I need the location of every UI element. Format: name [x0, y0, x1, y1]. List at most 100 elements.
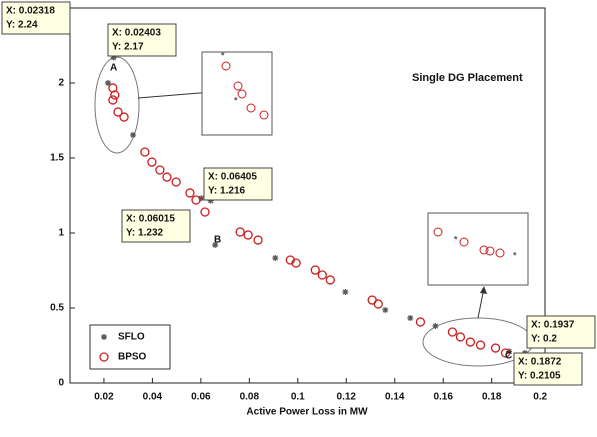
point — [235, 227, 245, 237]
y-tick-label: 1 — [58, 228, 64, 239]
data-tip-box — [513, 352, 583, 386]
zoom-ellipse — [94, 56, 140, 154]
point — [140, 147, 150, 157]
arrow-head — [480, 286, 487, 294]
inset: * * — [201, 50, 273, 136]
series — [108, 83, 511, 358]
data-tip-text: Y: 1.232 — [126, 228, 163, 239]
svg-text:*: * — [234, 95, 238, 105]
svg-text:*: * — [221, 50, 225, 60]
point — [147, 157, 157, 167]
legend-marker — [101, 334, 107, 340]
point — [105, 80, 112, 86]
x-tick-label: 0.12 — [337, 392, 357, 403]
data-tip-text: X: 0.1872 — [518, 357, 562, 368]
data-tip-text: Y: 0.2105 — [518, 371, 561, 382]
inset: * * — [427, 212, 529, 286]
point — [200, 207, 210, 217]
point — [198, 195, 205, 202]
label: B — [214, 235, 221, 246]
data-tip-box — [1, 1, 71, 35]
point — [155, 165, 165, 175]
point — [207, 197, 214, 204]
point — [500, 348, 511, 358]
data-tip: X: 0.06405 Y: 1.216 — [203, 167, 273, 201]
data-tip-text: X: 0.02318 — [6, 6, 55, 17]
point — [110, 90, 120, 100]
point — [162, 172, 172, 182]
data-tip-text: X: 0.06015 — [126, 214, 175, 225]
point — [272, 255, 279, 262]
point — [432, 323, 439, 329]
label: A — [110, 63, 117, 74]
x-tick-label: 0.04 — [143, 392, 163, 403]
series — [105, 44, 528, 356]
legend-marker — [99, 352, 109, 362]
legend-label: SFLO — [118, 332, 145, 343]
data-tip: X: 0.06015 Y: 1.232 — [121, 209, 191, 243]
plot-frame — [69, 7, 546, 384]
legend: SFLO BPSO — [89, 324, 171, 370]
point — [455, 332, 466, 342]
data-tip-box — [203, 167, 273, 201]
point — [171, 177, 181, 187]
point — [373, 299, 383, 309]
point — [108, 95, 118, 105]
data-tip: X: 0.02318 Y: 2.24 — [1, 1, 71, 35]
data-tip: X: 0.02403 Y: 2.17 — [107, 23, 177, 57]
x-tick-label: 0.2 — [533, 392, 547, 403]
point — [291, 258, 301, 268]
point — [447, 327, 458, 337]
x-tick-label: 0.14 — [385, 392, 405, 403]
point — [253, 235, 263, 245]
data-tip-text: Y: 1.216 — [208, 186, 245, 197]
point — [475, 340, 486, 350]
label: Single DG Placement — [412, 72, 523, 84]
data-tip: X: 0.1937 Y: 0.2 — [526, 315, 596, 349]
point — [382, 306, 389, 313]
point — [310, 265, 320, 275]
legend-label: BPSO — [118, 352, 147, 363]
point — [185, 188, 195, 198]
legend-box — [89, 324, 171, 370]
x-axis-label: Active Power Loss in MW — [246, 407, 368, 418]
x-tick-label: 0.16 — [433, 392, 453, 403]
point — [212, 242, 219, 248]
point — [465, 337, 476, 347]
point — [415, 317, 426, 327]
x-tick-label: 0.02 — [94, 392, 114, 403]
x-tick-label: 0.18 — [482, 392, 502, 403]
data-tip-text: X: 0.02403 — [112, 28, 161, 39]
data-tip-text: X: 0.06405 — [208, 172, 257, 183]
data-tip-text: X: 0.1937 — [531, 320, 575, 331]
x-tick-label: 0.06 — [191, 392, 211, 403]
y-tick-label: 1.5 — [50, 153, 64, 164]
point — [119, 112, 129, 122]
point — [342, 288, 349, 295]
y-tick-label: 2 — [58, 78, 64, 89]
data-tip-text: Y: 0.2 — [531, 334, 557, 345]
label: C — [505, 351, 512, 362]
svg-text:*: * — [454, 234, 458, 244]
point — [191, 195, 201, 205]
data-tip-text: Y: 2.17 — [112, 42, 144, 53]
point — [110, 54, 117, 61]
data-tip-box — [121, 209, 191, 243]
point — [407, 315, 414, 322]
data-tip-text: Y: 2.24 — [6, 20, 38, 31]
data-tip-box — [526, 315, 596, 349]
point — [130, 132, 137, 139]
svg-text:*: * — [513, 250, 517, 260]
data-tip: X: 0.1872 Y: 0.2105 — [513, 352, 583, 386]
point — [317, 270, 327, 280]
point — [325, 275, 335, 285]
y-tick-label: 0 — [58, 378, 64, 389]
y-tick-label: 0.5 — [50, 303, 64, 314]
data-tip-box — [107, 23, 177, 57]
x-tick-label: 0.08 — [240, 392, 260, 403]
point — [243, 230, 253, 240]
x-tick-label: 0.1 — [291, 392, 305, 403]
point — [113, 107, 123, 117]
point — [490, 343, 501, 353]
zoom-arrow — [137, 91, 213, 99]
